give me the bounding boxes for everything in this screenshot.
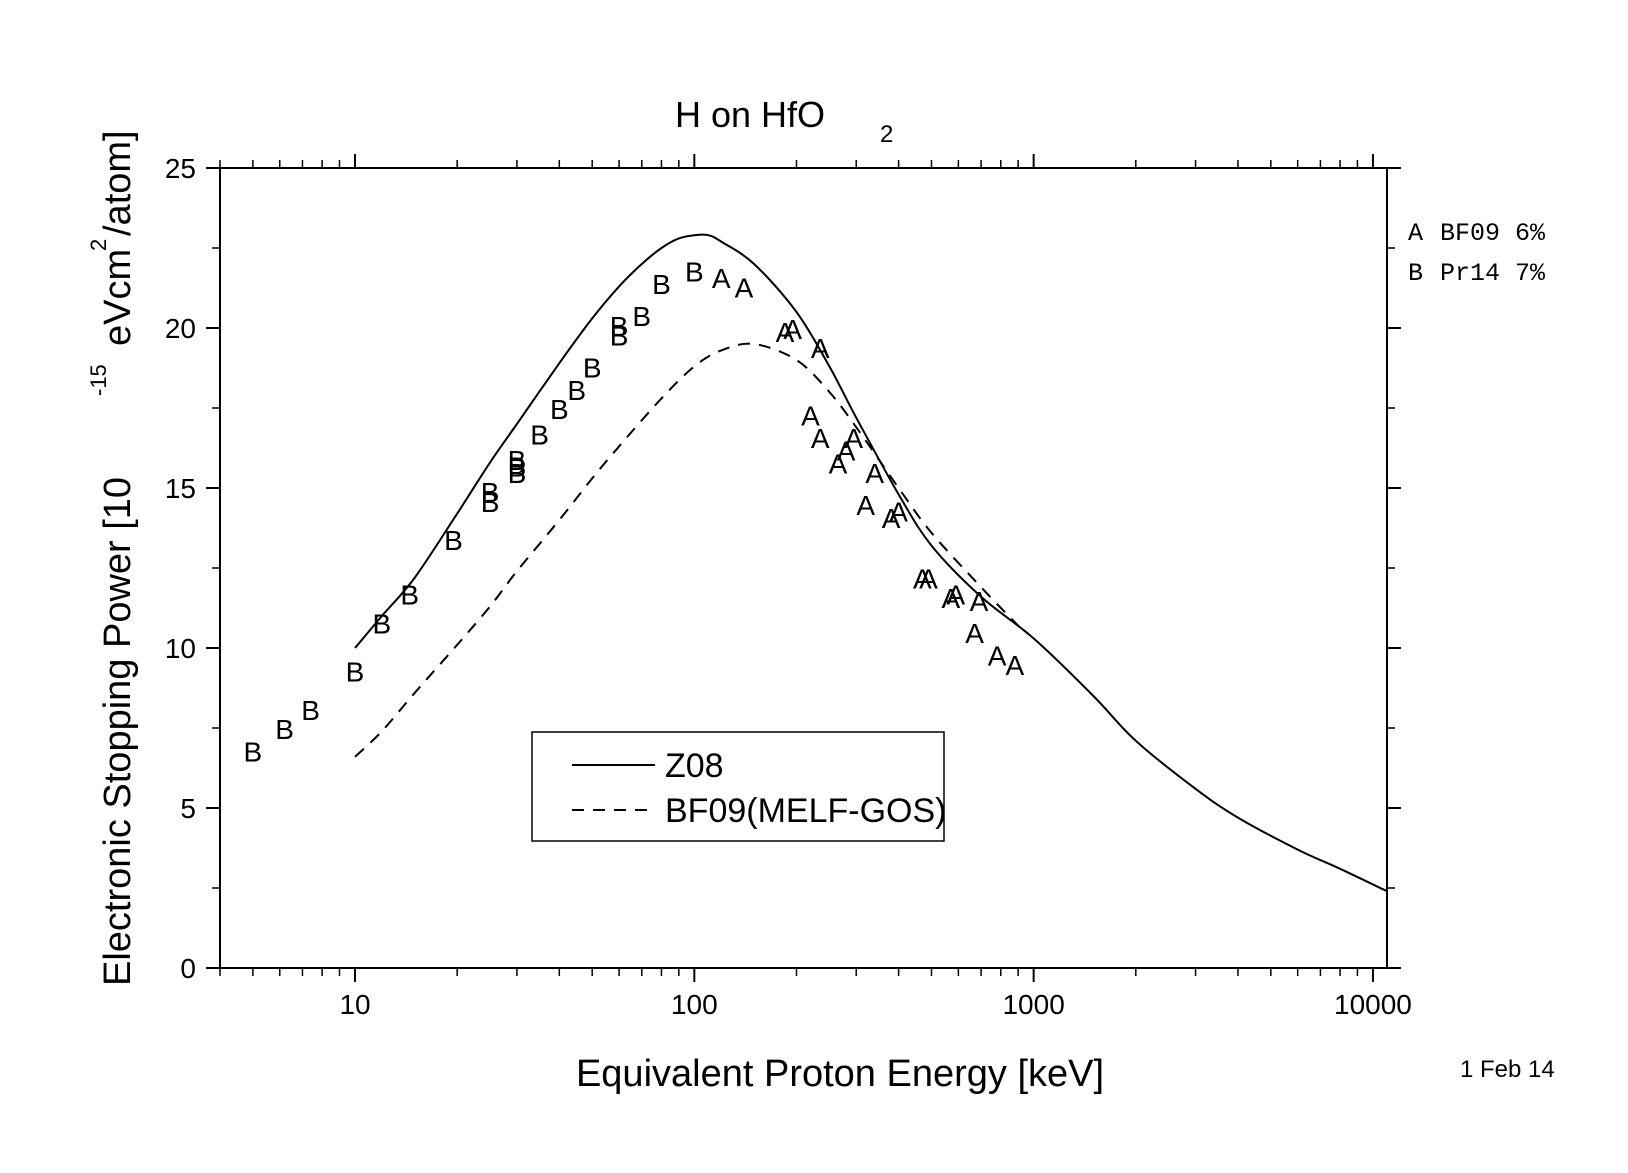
data-point-b: B <box>481 487 500 518</box>
x-tick-label: 10 <box>339 989 370 1020</box>
data-point-b: B <box>632 301 651 332</box>
data-point-b: B <box>610 311 629 342</box>
data-point-a: A <box>783 314 802 345</box>
x-tick-label: 100 <box>671 989 718 1020</box>
marker-key: A BF09 6% B Pr14 7% <box>1408 219 1546 288</box>
svg-text:/atom]: /atom] <box>97 130 139 236</box>
data-point-b: B <box>652 269 671 300</box>
data-point-a: A <box>735 272 754 303</box>
data-point-b: B <box>530 420 549 451</box>
series-line-bf09 <box>354 342 1019 758</box>
y-tick-label: 0 <box>180 953 196 984</box>
data-point-a: A <box>941 583 960 614</box>
curves <box>354 233 1388 893</box>
data-point-a: A <box>712 263 731 294</box>
marker-key-b-letter: B <box>1408 259 1423 288</box>
data-point-b: B <box>301 695 320 726</box>
legend: Z08 BF09(MELF-GOS) <box>531 731 946 842</box>
data-point-b: B <box>550 394 569 425</box>
marker-key-b-label: Pr14 7% <box>1440 259 1546 288</box>
data-point-a: A <box>844 423 863 454</box>
data-point-b: B <box>400 580 419 611</box>
svg-text:Electronic Stopping Power [10: Electronic Stopping Power [10 <box>97 477 139 986</box>
y-axis-label-suffix: /atom] <box>97 130 139 236</box>
legend-label-z08: Z08 <box>665 747 724 785</box>
legend-box <box>531 731 945 842</box>
x-axis-label: Equivalent Proton Energy [keV] <box>576 1053 1104 1095</box>
data-point-a: A <box>889 496 908 527</box>
y-axis-label-middle: eVcm <box>97 249 139 346</box>
data-point-a: A <box>801 400 820 431</box>
data-point-b: B <box>583 352 602 383</box>
y-tick-label: 20 <box>165 313 196 344</box>
svg-text:eVcm: eVcm <box>97 249 139 346</box>
marker-key-a-letter: A <box>1408 219 1423 248</box>
data-point-b: B <box>444 525 463 556</box>
data-point-a: A <box>1005 650 1024 681</box>
data-point-b: B <box>244 736 263 767</box>
data-point-a: A <box>856 490 875 521</box>
chart-title: H on HfO <box>675 94 825 135</box>
y-axis-label-exponent2: 2 <box>86 239 111 251</box>
data-point-b: B <box>567 375 586 406</box>
data-point-a: A <box>776 317 795 348</box>
y-axis-label-exponent: -15 <box>86 364 111 396</box>
data-point-a: A <box>919 564 938 595</box>
data-point-b: B <box>481 477 500 508</box>
legend-label-bf09: BF09(MELF-GOS) <box>665 792 946 830</box>
data-point-b: B <box>685 256 704 287</box>
series-line-z08 <box>354 233 1388 893</box>
data-point-b: B <box>373 608 392 639</box>
tick-labels: 10 100 1000 10000 0 5 10 15 20 25 <box>165 153 1412 1020</box>
data-point-a: A <box>829 448 848 479</box>
data-point-a: A <box>913 564 932 595</box>
y-tick-label: 25 <box>165 153 196 184</box>
data-point-b: B <box>275 714 294 745</box>
data-point-a: A <box>965 618 984 649</box>
y-tick-label: 10 <box>165 633 196 664</box>
data-point-b: B <box>508 458 527 489</box>
data-point-a: A <box>811 333 830 364</box>
y-tick-label: 15 <box>165 473 196 504</box>
y-axis-label-prefix: Electronic Stopping Power [10 <box>97 477 139 986</box>
chart-title-subscript: 2 <box>880 121 893 148</box>
data-point-a: A <box>811 423 830 454</box>
data-point-a: A <box>988 640 1007 671</box>
x-tick-label: 10000 <box>1334 989 1412 1020</box>
data-point-a: A <box>837 436 856 467</box>
y-axis-label: Electronic Stopping Power [10 -15 eVcm 2… <box>86 130 139 986</box>
x-tick-label: 1000 <box>1002 989 1064 1020</box>
data-point-a: A <box>970 586 989 617</box>
data-point-b: B <box>610 320 629 351</box>
y-tick-label: 5 <box>180 793 196 824</box>
axis-ticks <box>206 154 1401 982</box>
data-point-a: A <box>882 503 901 534</box>
data-point-b: B <box>508 445 527 476</box>
date-note: 1 Feb 14 <box>1460 1056 1555 1083</box>
marker-key-a-label: BF09 6% <box>1440 219 1546 248</box>
data-point-a: A <box>947 580 966 611</box>
data-point-b: B <box>346 656 365 687</box>
data-point-a: A <box>865 458 884 489</box>
data-point-b: B <box>508 452 527 483</box>
